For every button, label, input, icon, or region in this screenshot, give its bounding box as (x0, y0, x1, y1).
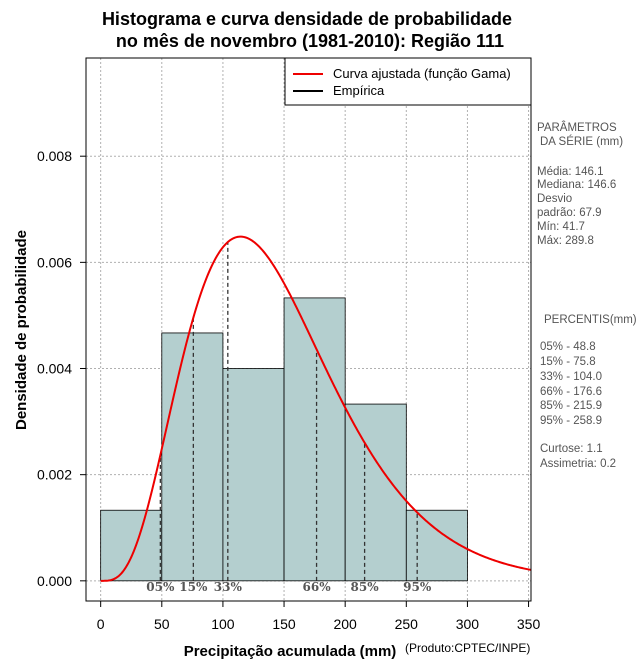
histogram-bar-2 (222, 368, 285, 582)
percentile-layer (159, 242, 418, 581)
stat-kurtosis: Curtose: 1.1 (540, 443, 603, 455)
params-header-2: DA SÉRIE (mm) (540, 135, 623, 148)
tick-layer: 0 50 100 150 200 250 300 350 0.000 0.002 0.004 0.00… (37, 148, 540, 632)
histogram-bar-0 (100, 509, 163, 582)
stat-p33: 33% - 104.0 (540, 371, 602, 383)
legend: Curva ajustada (função Gama) Empírica (284, 57, 532, 106)
percentile-label-3: 66% (303, 580, 332, 594)
legend-label-empirical: Empírica (333, 83, 385, 98)
x-tick-label-6: 300 (456, 616, 480, 632)
x-tick-label-2: 100 (211, 616, 235, 632)
stat-sd-1: Desvio (537, 193, 572, 205)
y-tick-label-4: 0.008 (37, 148, 72, 164)
percentiles-header: PERCENTIS(mm) (544, 314, 637, 326)
x-tick-label-7: 350 (517, 616, 541, 632)
x-axis-label: Precipitação acumulada (mm) (184, 643, 397, 660)
histogram-bar-1 (161, 332, 224, 582)
x-tick-label-0: 0 (97, 616, 105, 632)
stat-max: Máx: 289.8 (537, 235, 594, 247)
legend-box (284, 57, 532, 106)
x-tick-label-3: 150 (272, 616, 296, 632)
chart-title-line2: no mês de novembro (1981-2010): Região 1… (116, 31, 504, 51)
stat-p85: 85% - 215.9 (540, 400, 602, 412)
x-tick-label-4: 200 (333, 616, 357, 632)
params-header-1: PARÂMETROS (537, 121, 617, 134)
stat-skewness: Assimetria: 0.2 (540, 458, 616, 470)
stat-mean: Média: 146.1 (537, 166, 604, 178)
percentile-label-5: 95% (403, 580, 432, 594)
stat-sd-2: padrão: 67.9 (537, 207, 602, 219)
histogram-bar-3 (283, 297, 346, 582)
stat-p66: 66% - 176.6 (540, 386, 602, 398)
y-tick-label-3: 0.006 (37, 254, 72, 270)
chart-title-line1: Histograma e curva densidade de probabil… (102, 9, 512, 29)
percentile-label-2: 33% (214, 580, 243, 594)
percentile-label-0: 05% (146, 580, 175, 594)
histogram-bar-5 (405, 509, 468, 582)
source-note: (Produto:CPTEC/INPE) (405, 641, 530, 655)
gamma-fit-curve (100, 235, 532, 582)
stat-p05: 05% - 48.8 (540, 341, 596, 353)
stat-p15: 15% - 75.8 (540, 356, 596, 368)
y-axis-label: Densidade de probabilidade (13, 230, 30, 430)
x-tick-label-1: 50 (154, 616, 170, 632)
stats-panel: PARÂMETROS DA SÉRIE (mm) Média: 146.1 Me… (537, 121, 637, 470)
stat-median: Mediana: 146.6 (537, 179, 616, 191)
percentile-label-4: 85% (351, 580, 380, 594)
stat-p95: 95% - 258.9 (540, 415, 602, 427)
y-tick-label-0: 0.000 (37, 573, 72, 589)
bar-layer (100, 297, 468, 582)
y-tick-label-1: 0.002 (37, 467, 72, 483)
stat-min: Mín: 41.7 (537, 221, 585, 233)
histogram-bar-4 (344, 403, 407, 582)
legend-label-fit: Curva ajustada (função Gama) (333, 66, 511, 81)
curve-layer (100, 235, 532, 582)
percentile-label-layer: 05% 15% 33% 66% 85% 95% (146, 580, 432, 594)
percentile-label-1: 15% (179, 580, 208, 594)
y-tick-label-2: 0.004 (37, 361, 72, 377)
x-tick-label-5: 250 (395, 616, 419, 632)
